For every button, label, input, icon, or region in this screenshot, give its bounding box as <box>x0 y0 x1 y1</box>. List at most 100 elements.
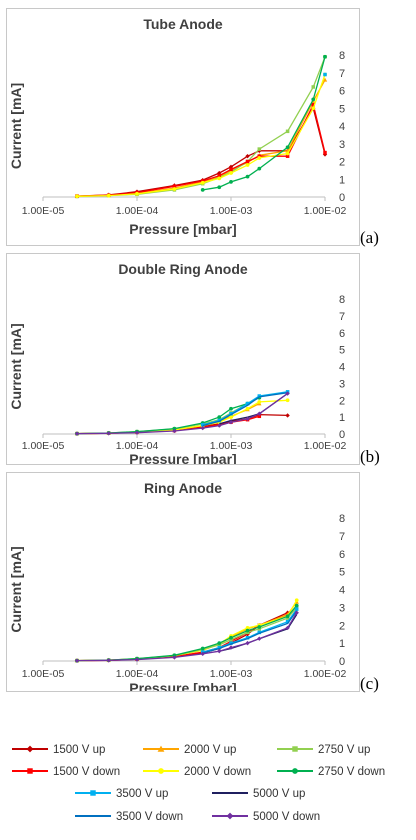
data-point <box>217 641 222 645</box>
y-tick-label: 5 <box>339 345 345 357</box>
legend-item-3500-v-up: 3500 V up <box>75 788 168 800</box>
series-line <box>76 79 326 197</box>
data-point <box>74 431 80 436</box>
series-5000-v-down <box>74 391 290 436</box>
data-point <box>311 85 316 89</box>
x-tick-label: 1.00E-05 <box>22 668 65 680</box>
legend-swatch-marker <box>292 746 298 752</box>
legend-item-2000-v-up: 2000 V up <box>143 744 236 756</box>
y-tick-label: 7 <box>339 68 345 80</box>
y-tick-label: 1 <box>339 638 345 650</box>
series-3500-v-down <box>202 610 298 654</box>
series-line <box>202 56 326 191</box>
data-point <box>229 171 233 175</box>
data-point <box>217 423 222 428</box>
series-2750-v-down <box>75 603 299 663</box>
data-point <box>311 97 316 102</box>
data-point <box>285 129 290 134</box>
y-tick-label: 1 <box>339 174 345 186</box>
data-point <box>245 416 250 422</box>
data-point <box>257 147 262 151</box>
y-tick-label: 3 <box>339 602 345 614</box>
data-point <box>134 657 140 662</box>
data-point <box>229 406 233 411</box>
x-axis-title: Pressure [mbar] <box>129 451 236 464</box>
data-point <box>229 411 233 416</box>
x-tick-label: 1.00E-05 <box>22 440 65 452</box>
data-point <box>229 641 233 645</box>
chart-panel-tube-anode: Tube Anode 0 1 2 3 4 5 6 7 8 1.00E-05 1.00E-04 1.00E… <box>6 8 360 246</box>
x-tick-label: 1.00E-04 <box>116 440 159 452</box>
data-point <box>217 645 222 650</box>
data-point <box>257 414 262 419</box>
x-tick-label: 1.00E-03 <box>210 205 253 217</box>
x-tick-label: 1.00E-03 <box>210 668 253 680</box>
legend-swatch-marker <box>26 745 34 753</box>
chart-title: Tube Anode <box>143 16 223 32</box>
chart-title: Ring Anode <box>144 480 222 496</box>
x-tick-label: 1.00E-02 <box>304 668 347 680</box>
y-tick-label: 1 <box>339 412 345 424</box>
data-point <box>257 625 262 629</box>
legend-item-2000-v-down: 2000 V down <box>143 766 251 778</box>
data-point <box>200 425 205 431</box>
legend-item-5000-v-up: 5000 V up <box>212 788 305 800</box>
legend-item-2750-v-up: 2750 V up <box>277 744 370 756</box>
data-point <box>135 191 139 196</box>
data-point <box>229 635 233 640</box>
y-tick-label: 5 <box>339 103 345 115</box>
data-point <box>285 614 290 619</box>
series-line <box>202 392 288 427</box>
data-point <box>229 639 233 644</box>
y-tick-label: 4 <box>339 121 345 133</box>
series-2750-v-up <box>75 55 327 199</box>
panel-label-c: (c) <box>360 674 379 693</box>
data-point <box>285 145 290 150</box>
data-point <box>200 180 205 185</box>
data-point <box>285 391 290 396</box>
data-point <box>106 431 111 436</box>
data-point <box>245 626 250 630</box>
data-point <box>294 598 299 603</box>
data-point <box>257 636 262 641</box>
series-line <box>76 74 326 197</box>
y-axis-title: Current [mA] <box>8 546 24 632</box>
data-point <box>200 646 205 651</box>
data-point <box>323 150 327 155</box>
chart-legend: 1500 V up 2000 V up 2750 V up 1500 V down 20… <box>12 744 385 823</box>
legend-item-1500-v-up: 1500 V up <box>12 744 105 756</box>
x-tick-label: 1.00E-02 <box>304 205 347 217</box>
y-tick-label: 2 <box>339 157 345 169</box>
data-point <box>257 166 262 171</box>
y-tick-label: 3 <box>339 378 345 390</box>
y-tick-label: 6 <box>339 86 345 98</box>
legend-label: 1500 V up <box>53 744 105 756</box>
data-point <box>245 631 250 637</box>
data-point <box>245 159 250 164</box>
x-axis-title: Pressure [mbar] <box>129 221 236 237</box>
data-point <box>245 406 250 411</box>
data-point <box>285 154 290 158</box>
data-point <box>257 411 262 416</box>
x-tick-label: 1.00E-02 <box>304 440 347 452</box>
legend-label: 2000 V down <box>184 766 251 778</box>
series-line <box>76 392 288 435</box>
data-point <box>228 645 234 650</box>
data-point <box>75 194 79 199</box>
y-tick-label: 7 <box>339 311 345 323</box>
chart-panel-ring-anode: Ring Anode 0 1 2 3 4 5 6 7 8 1.00E-05 1.00E-04 1.00E… <box>6 472 360 692</box>
data-point <box>245 163 250 167</box>
data-point <box>245 174 250 179</box>
data-point <box>257 400 262 404</box>
legend-swatch-marker <box>90 790 96 796</box>
data-point <box>229 415 233 419</box>
legend-label: 3500 V down <box>116 811 183 823</box>
series-2000-v-down <box>75 72 327 199</box>
series-line <box>202 610 298 654</box>
data-point <box>229 180 233 184</box>
y-tick-label: 0 <box>339 656 345 668</box>
data-point <box>172 426 177 431</box>
data-point <box>217 176 222 181</box>
data-point <box>172 184 177 189</box>
data-point <box>294 607 299 611</box>
